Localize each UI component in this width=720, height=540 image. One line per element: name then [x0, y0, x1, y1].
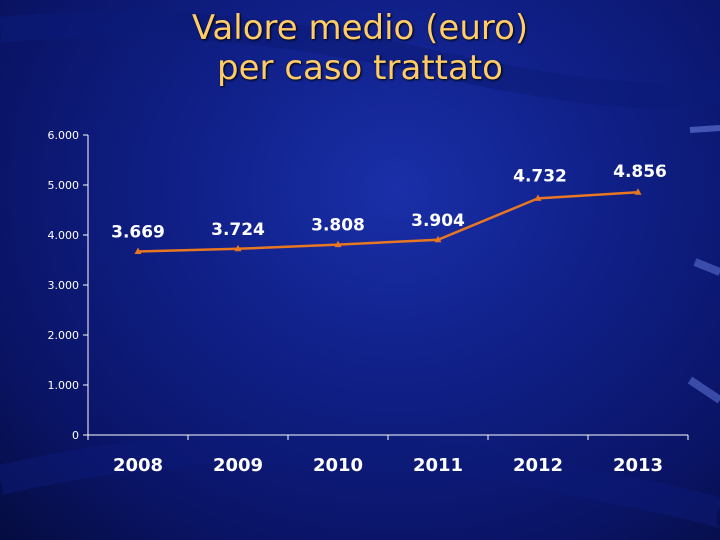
data-label: 4.732 [513, 166, 567, 186]
chart-axes: 0 1.000 2.000 3.000 4.000 5.000 6.000 2008 2009 2… [48, 129, 689, 476]
series-line [137, 190, 639, 253]
data-point [134, 247, 142, 255]
x-tick-label: 2009 [213, 455, 263, 476]
x-tick-label: 2013 [613, 455, 663, 476]
chart-title-line-1: Valore medio (euro) [191, 8, 529, 48]
data-point [634, 188, 642, 195]
y-tick-label: 2.000 [48, 329, 80, 342]
data-point [334, 240, 342, 248]
data-label: 3.724 [211, 220, 265, 240]
y-tick-label: 3.000 [48, 279, 80, 292]
plot-area: 3.669 3.724 3.808 3.904 4.732 4.856 [111, 162, 667, 255]
data-label: 4.856 [613, 162, 667, 182]
y-tick-label: 6.000 [48, 129, 80, 142]
y-tick-label: 5.000 [48, 179, 80, 192]
data-label: 3.904 [411, 211, 465, 231]
y-tick-label: 4.000 [48, 229, 80, 242]
data-point [534, 194, 542, 201]
x-tick-label: 2011 [413, 455, 463, 476]
data-point [434, 235, 442, 243]
data-label: 3.808 [311, 216, 365, 236]
chart-title: Valore medio (euro) per caso trattato [0, 8, 720, 88]
chart-title-line-2: per caso trattato [217, 48, 503, 88]
x-tick-label: 2008 [113, 455, 163, 476]
data-label: 3.669 [111, 223, 165, 243]
y-tick-label: 1.000 [48, 379, 80, 392]
y-tick-label: 0 [72, 429, 79, 442]
data-point [234, 244, 242, 252]
x-tick-label: 2010 [313, 455, 363, 476]
x-tick-label: 2012 [513, 455, 563, 476]
